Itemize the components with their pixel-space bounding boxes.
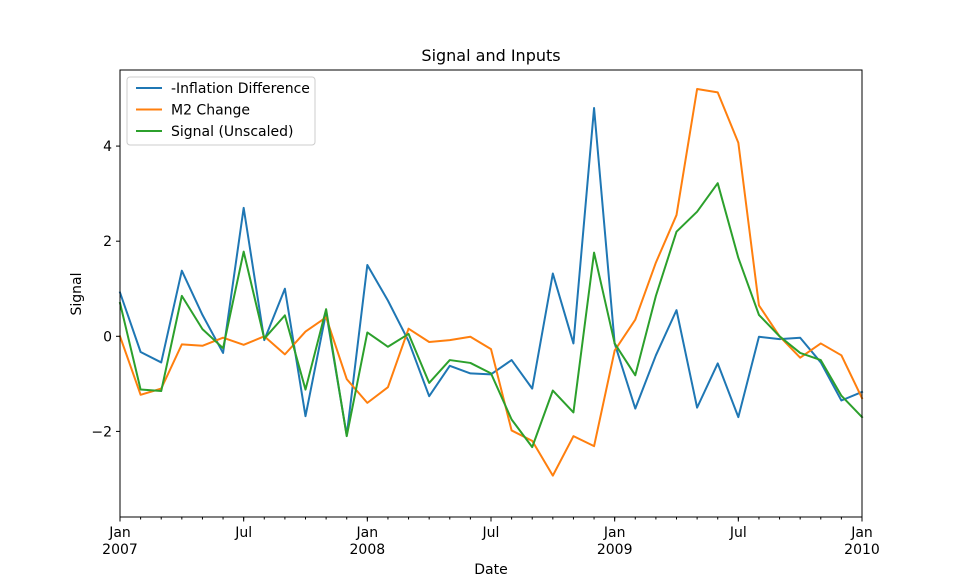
legend-label-1: M2 Change: [171, 103, 250, 119]
y-tick-label: −2: [91, 424, 112, 440]
x-tick-year-label: 2010: [844, 542, 880, 558]
x-tick-label: Jan: [356, 525, 379, 541]
y-tick-label: 4: [103, 139, 112, 155]
y-tick-label: 2: [103, 234, 112, 250]
x-tick-label: Jan: [850, 525, 873, 541]
x-tick-year-label: 2007: [102, 542, 138, 558]
chart-title: Signal and Inputs: [421, 46, 560, 65]
x-tick-year-label: 2009: [597, 542, 633, 558]
x-tick-label: Jan: [108, 525, 131, 541]
series-layer: [118, 88, 864, 477]
y-axis-label: Signal: [69, 272, 85, 315]
series-line-2: [118, 182, 864, 449]
series-line-1: [118, 88, 864, 477]
plot-area: [118, 69, 864, 518]
x-axis-label: Date: [474, 562, 507, 578]
x-tick-year-label: 2008: [350, 542, 386, 558]
x-tick-label: Jul: [482, 525, 500, 541]
y-tick-label: 0: [103, 329, 112, 345]
legend-box: [126, 76, 316, 146]
legend-label-2: Signal (Unscaled): [171, 124, 293, 140]
y-axis: −2 0 2 4: [91, 139, 120, 440]
legend-label-0: -Inflation Difference: [171, 81, 310, 97]
legend: -Inflation Difference M2 Change Signal (Un…: [126, 76, 316, 146]
x-tick-label: Jul: [234, 525, 252, 541]
x-tick-label: Jan: [603, 525, 626, 541]
x-tick-label: Jul: [729, 525, 747, 541]
